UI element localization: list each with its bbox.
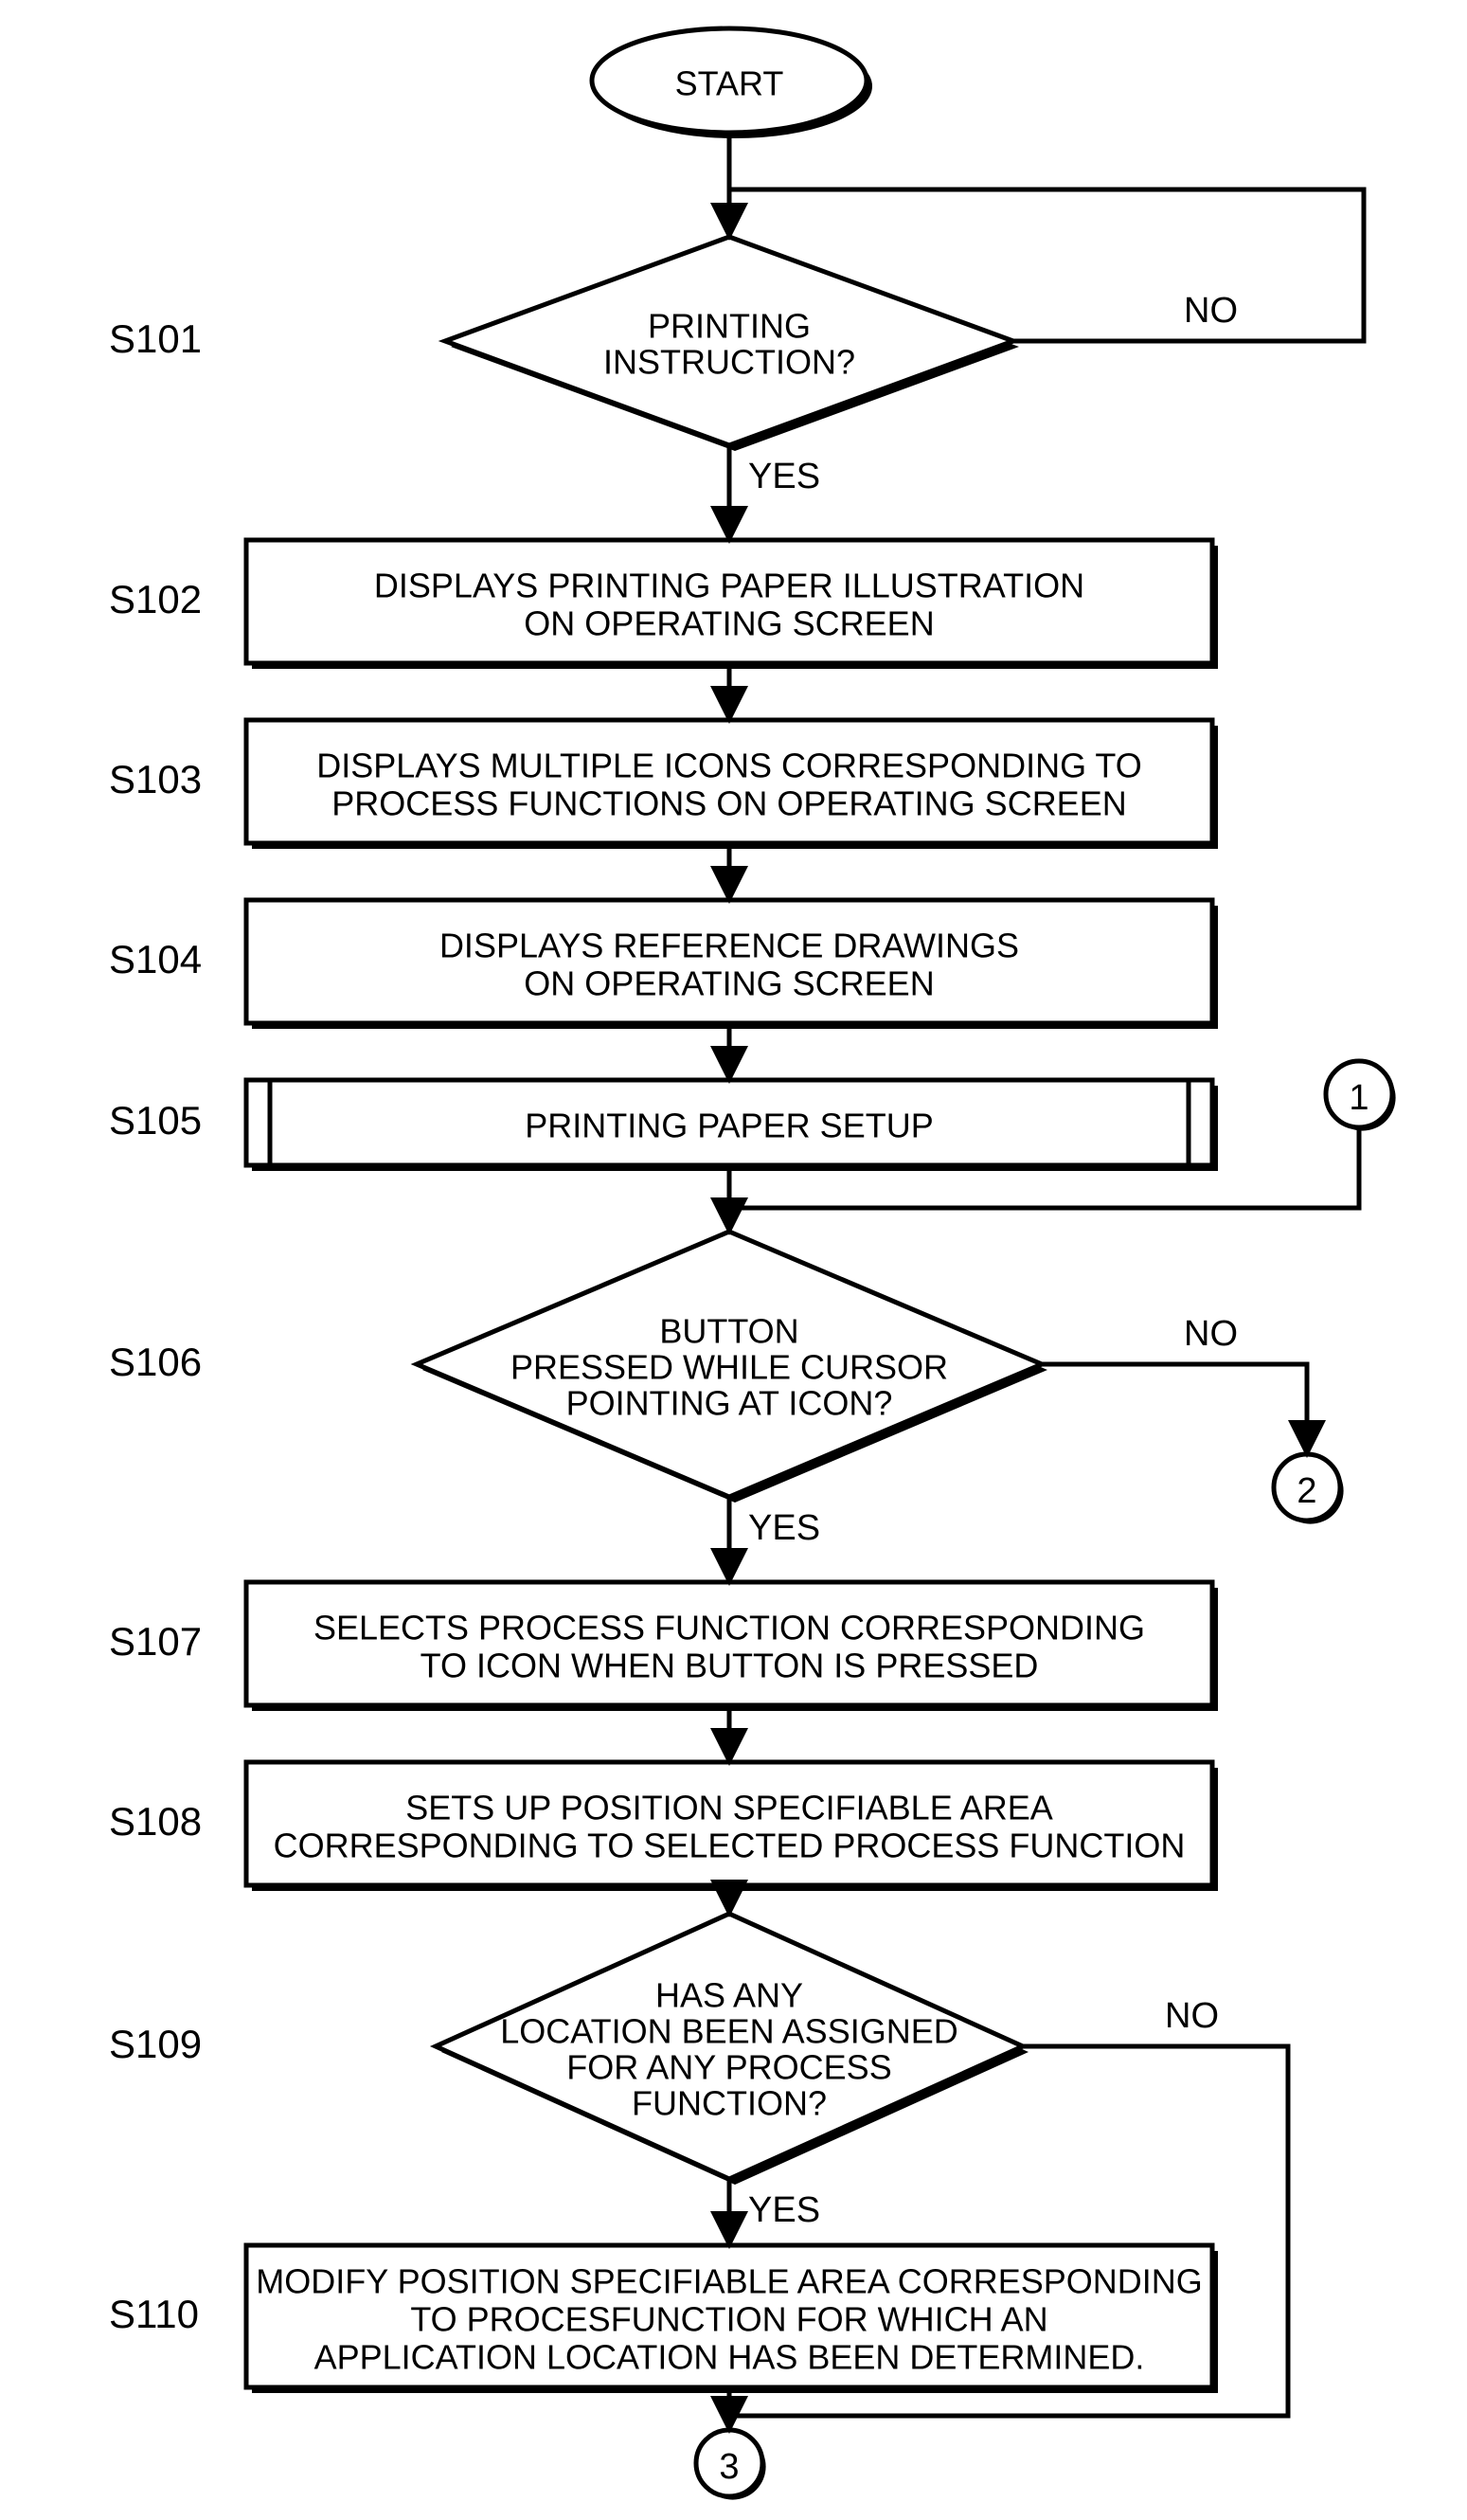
svg-text:START: START — [675, 64, 784, 103]
svg-text:APPLICATION LOCATION HAS BEEN: APPLICATION LOCATION HAS BEEN DETERMINED… — [314, 2338, 1145, 2377]
svg-text:YES: YES — [748, 457, 820, 496]
svg-text:ON OPERATING SCREEN: ON OPERATING SCREEN — [524, 604, 934, 643]
svg-text:YES: YES — [748, 1508, 820, 1548]
svg-text:FOR ANY PROCESS: FOR ANY PROCESS — [566, 2048, 891, 2087]
svg-text:POINTING AT ICON?: POINTING AT ICON? — [566, 1384, 893, 1423]
svg-text:S107: S107 — [109, 1619, 202, 1664]
svg-text:DISPLAYS PRINTING PAPER ILLUST: DISPLAYS PRINTING PAPER ILLUSTRATION — [374, 567, 1084, 605]
svg-text:MODIFY POSITION SPECIFIABLE AR: MODIFY POSITION SPECIFIABLE AREA CORRESP… — [256, 2262, 1203, 2301]
svg-text:HAS ANY: HAS ANY — [655, 1976, 803, 2015]
svg-text:YES: YES — [748, 2190, 820, 2230]
svg-text:NO: NO — [1165, 1996, 1219, 2036]
svg-text:S103: S103 — [109, 757, 202, 801]
svg-text:CORRESPONDING TO SELECTED PROC: CORRESPONDING TO SELECTED PROCESS FUNCTI… — [274, 1827, 1186, 1865]
svg-text:DISPLAYS MULTIPLE ICONS CORRES: DISPLAYS MULTIPLE ICONS CORRESPONDING TO — [316, 747, 1142, 785]
svg-text:NO: NO — [1184, 1314, 1238, 1354]
svg-text:S106: S106 — [109, 1340, 202, 1384]
svg-text:ON OPERATING SCREEN: ON OPERATING SCREEN — [524, 964, 934, 1003]
svg-text:S109: S109 — [109, 2022, 202, 2066]
svg-text:TO ICON WHEN BUTTON IS PRESSED: TO ICON WHEN BUTTON IS PRESSED — [420, 1647, 1039, 1685]
svg-text:PROCESS FUNCTIONS ON OPERATING: PROCESS FUNCTIONS ON OPERATING SCREEN — [331, 784, 1126, 823]
svg-text:BUTTON: BUTTON — [659, 1312, 798, 1351]
svg-text:SELECTS PROCESS FUNCTION CORRE: SELECTS PROCESS FUNCTION CORRESPONDING — [313, 1609, 1145, 1647]
svg-text:DISPLAYS REFERENCE DRAWINGS: DISPLAYS REFERENCE DRAWINGS — [439, 927, 1019, 965]
svg-text:PRINTING: PRINTING — [648, 307, 811, 346]
svg-text:S108: S108 — [109, 1799, 202, 1844]
svg-text:S105: S105 — [109, 1098, 202, 1143]
svg-text:INSTRUCTION?: INSTRUCTION? — [603, 343, 855, 382]
svg-text:S104: S104 — [109, 937, 202, 981]
svg-text:1: 1 — [1349, 1078, 1369, 1118]
svg-text:S101: S101 — [109, 316, 202, 361]
svg-text:S102: S102 — [109, 577, 202, 621]
svg-text:TO PROCESFUNCTION FOR WHICH AN: TO PROCESFUNCTION FOR WHICH AN — [410, 2300, 1047, 2339]
svg-text:PRINTING PAPER SETUP: PRINTING PAPER SETUP — [525, 1107, 933, 1145]
svg-text:SETS UP POSITION SPECIFIABLE A: SETS UP POSITION SPECIFIABLE AREA — [405, 1789, 1053, 1827]
svg-text:2: 2 — [1297, 1471, 1316, 1511]
svg-text:PRESSED WHILE CURSOR: PRESSED WHILE CURSOR — [510, 1348, 948, 1387]
svg-text:LOCATION BEEN ASSIGNED: LOCATION BEEN ASSIGNED — [500, 2012, 957, 2051]
svg-text:NO: NO — [1184, 291, 1238, 331]
svg-text:3: 3 — [719, 2447, 739, 2487]
svg-text:S110: S110 — [109, 2292, 199, 2336]
svg-text:FUNCTION?: FUNCTION? — [632, 2084, 827, 2123]
